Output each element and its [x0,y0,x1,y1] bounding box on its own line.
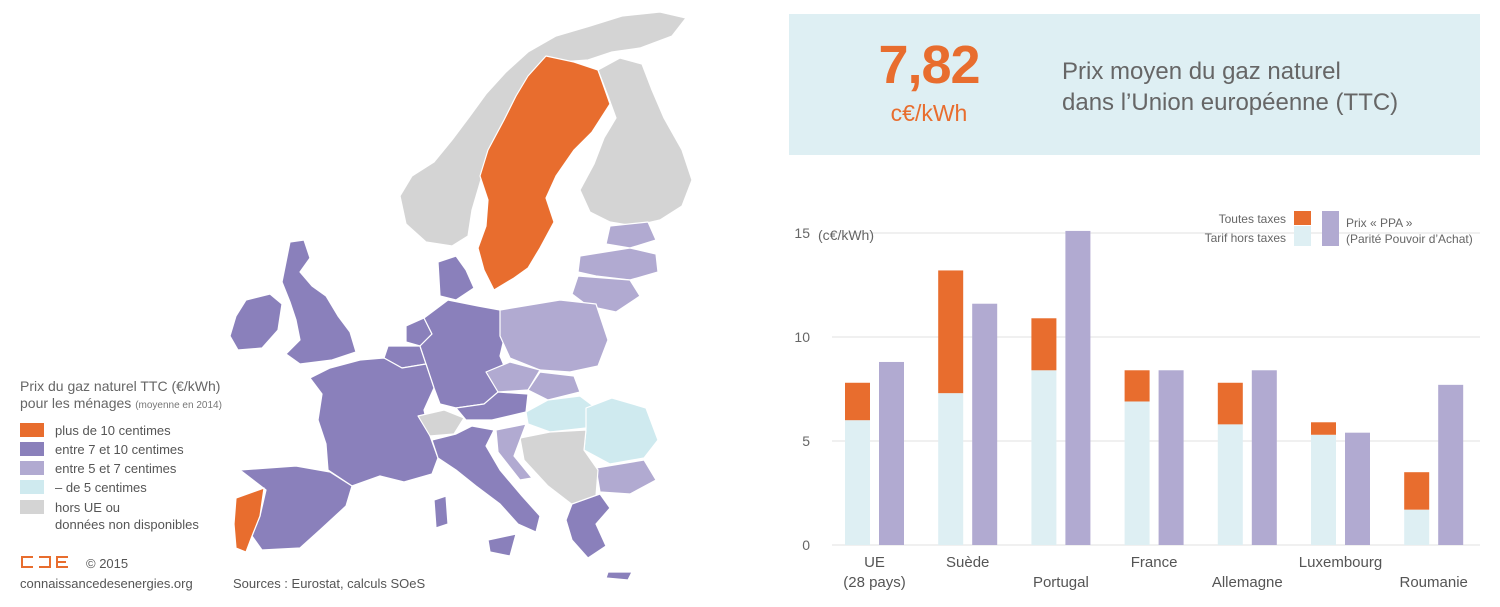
legend-swatch-light-purple [20,461,44,475]
y-tick-label: 10 [794,329,810,345]
legend-label: entre 5 et 7 centimes [55,461,177,476]
chart-grid [832,232,1480,546]
country-estonia [605,221,657,249]
country-france [309,357,439,487]
legend-swatch-dark-purple [20,442,44,456]
europe-map: Prix du gaz naturel TTC (€/kWh) pour les… [20,11,693,591]
country-cyprus [605,571,633,581]
legend-swatch-ppa [1322,211,1339,246]
country-sardinia [433,495,449,529]
price-bar-chart: 0 5 10 15 UE (28 pays) Suède Portugal France Alle… [794,211,1480,591]
country-ireland [229,293,283,351]
sources: Sources : Eurostat, calculs SOeS [233,576,426,591]
x-category-label-line2: (28 pays) [843,574,906,591]
bar-toutes-taxes [938,270,964,394]
bar-toutes-taxes [1311,422,1336,435]
y-tick-label: 0 [802,537,810,553]
cde-logo [21,556,68,568]
x-category-label: Roumanie [1400,574,1468,591]
y-axis-unit-label: (c€/kWh) [818,227,874,243]
legend-label: – de 5 centimes [55,480,147,495]
country-bulgaria [595,459,657,495]
country-latvia [577,247,659,281]
chart-bars [845,230,1464,546]
legend-label: plus de 10 centimes [55,423,171,438]
country-germany [419,299,511,409]
legend-swatch-toutes-taxes [1294,211,1311,225]
x-category-label: Allemagne [1212,574,1283,591]
country-slovakia [527,371,581,401]
map-legend-title-line1: Prix du gaz naturel TTC (€/kWh) [20,378,221,394]
chart-legend: Toutes taxes Tarif hors taxes Prix « PPA… [1205,211,1473,246]
map-legend-title-line2: pour les ménages [20,395,132,411]
bar-ppa [1251,370,1277,545]
bar-ppa [1065,230,1091,546]
x-category-label: Luxembourg [1299,554,1382,571]
country-sweden [477,55,611,291]
headline-line1: Prix moyen du gaz naturel [1062,58,1341,85]
legend-label-ppa-line2: (Parité Pouvoir d’Achat) [1346,232,1473,246]
x-category-label: Suède [946,554,989,571]
country-denmark [437,255,475,301]
country-uk [281,239,357,365]
legend-label-line2: données non disponibles [55,517,199,532]
bar-tarif-hors-taxes [1217,424,1243,545]
country-italy [431,425,541,533]
headline-unit: c€/kWh [890,100,968,126]
legend-label: entre 7 et 10 centimes [55,442,184,457]
bar-ppa [972,303,998,545]
country-sicily [487,533,517,557]
bar-tarif-hors-taxes [938,393,964,545]
europe-map-svg [229,11,693,581]
bar-toutes-taxes [1404,472,1430,510]
country-portugal [233,487,265,553]
bar-toutes-taxes [845,382,870,421]
bar-tarif-hors-taxes [845,420,870,545]
map-legend-title-note: (moyenne en 2014) [135,400,222,411]
bar-tarif-hors-taxes [1404,509,1430,545]
headline-text: Prix moyen du gaz naturel dans l’Union e… [1062,56,1398,118]
headline-value: 7,82 [878,35,980,95]
map-legend-title: Prix du gaz naturel TTC (€/kWh) pour les… [20,378,222,414]
site-name: connaissancedesenergies.org [20,576,193,591]
country-switzerland [417,409,465,437]
bar-tarif-hors-taxes [1031,370,1057,545]
x-category-label: France [1131,554,1178,571]
country-poland [499,299,609,373]
country-balkans [519,429,599,507]
x-category-label: Portugal [1033,574,1089,591]
headline-line2: dans l’Union européenne (TTC) [1062,89,1399,116]
bar-ppa [1438,384,1464,545]
x-category-label: UE [864,554,885,571]
country-austria [455,391,529,421]
legend-label-ppa: Prix « PPA » [1346,216,1413,230]
bar-tarif-hors-taxes [1311,434,1336,545]
bar-ppa [1345,432,1370,545]
legend-swatch-hors-taxes [1294,226,1311,246]
country-norway [399,11,687,247]
legend-label-toutes-taxes: Toutes taxes [1219,212,1286,226]
bar-ppa [879,361,904,545]
legend-label-hors-taxes: Tarif hors taxes [1205,231,1286,245]
bar-toutes-taxes [1124,370,1150,402]
legend-swatch-light-blue [20,480,44,494]
country-croatia [495,423,533,481]
y-tick-label: 5 [802,433,810,449]
headline-box: 7,82 c€/kWh Prix moyen du gaz naturel da… [789,14,1480,155]
copyright: © 2015 [86,556,129,571]
legend-swatch-grey [20,500,44,514]
bar-ppa [1158,370,1184,545]
bar-toutes-taxes [1217,382,1243,425]
bar-tarif-hors-taxes [1124,401,1150,545]
chart-labels: 0 5 10 15 UE (28 pays) Suède Portugal France Alle… [794,225,1467,591]
country-greece [565,493,611,559]
country-romania [583,397,659,465]
y-tick-label: 15 [794,225,810,241]
bar-toutes-taxes [1031,318,1057,371]
legend-swatch-orange [20,423,44,437]
legend-label: hors UE ou [55,500,121,515]
